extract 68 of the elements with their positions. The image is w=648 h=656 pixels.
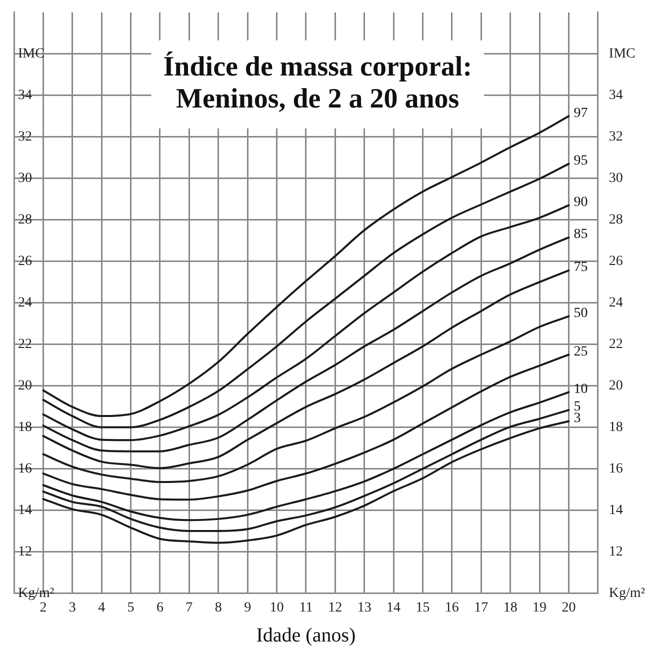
x-tick-label: 19 <box>532 600 547 616</box>
y2-tick-label: 18 <box>608 420 623 435</box>
y2-tick-label: 12 <box>608 544 623 560</box>
line-series <box>42 162 570 428</box>
x-tick-label: 8 <box>214 600 222 616</box>
line-series <box>42 391 570 522</box>
y-tick-label: IMC <box>18 46 44 62</box>
y-tick-label: 28 <box>18 212 32 228</box>
y2-tick-label: 32 <box>608 130 623 145</box>
y-tick-label: 12 <box>18 544 32 560</box>
y-tick-label: 16 <box>18 461 32 476</box>
x-tick-label: 6 <box>156 600 164 616</box>
y2-tick-label: 22 <box>608 336 623 352</box>
x-tick-label: 14 <box>386 600 401 616</box>
series-label: 90 <box>574 194 588 210</box>
y-tick-label: 20 <box>18 378 32 394</box>
x-tick-label: 9 <box>244 600 252 616</box>
x-tick-label: 4 <box>98 600 106 616</box>
line-series <box>42 409 570 532</box>
x-tick-label: 18 <box>503 600 518 616</box>
y2-tick-label: 24 <box>608 295 623 310</box>
text: Índice de massa corporal: Meninos, de 2 a 20 anos <box>163 50 472 115</box>
y-tick-label: 30 <box>18 171 32 186</box>
y2-tick-label: 16 <box>608 461 623 476</box>
series-label: 85 <box>574 227 588 242</box>
line-series <box>42 354 570 501</box>
y-tick-label: 22 <box>18 336 32 352</box>
y2-tick-label: IMC <box>608 46 636 62</box>
line-series <box>42 115 570 418</box>
y-tick-label: 34 <box>18 88 32 104</box>
y2-tick-label: Kg/m² <box>608 586 646 601</box>
y2-tick-label: 30 <box>608 171 623 186</box>
y2-tick-label: 20 <box>608 378 623 394</box>
series-label: 75 <box>574 260 588 276</box>
series-label: 10 <box>574 382 588 397</box>
y-tick-label: 24 <box>18 295 32 310</box>
x-axis-title: Idade (anos) <box>256 624 356 646</box>
line-series <box>42 315 570 484</box>
y-tick-label: Kg/m² <box>18 586 54 601</box>
y-tick-label: 32 <box>18 130 32 145</box>
x-tick-label: 11 <box>299 600 313 616</box>
line-series <box>42 269 570 470</box>
y2-tick-label: 26 <box>608 254 623 269</box>
x-tick-label: 15 <box>416 600 430 616</box>
line-series <box>42 236 570 452</box>
x-tick-label: 5 <box>127 600 134 616</box>
line-series <box>42 204 570 442</box>
x-tick-label: 10 <box>270 600 284 616</box>
y-tick-label: 18 <box>18 420 32 435</box>
y-tick-label: 26 <box>18 254 32 269</box>
x-tick-label: 12 <box>328 600 342 616</box>
y2-tick-label: 34 <box>608 88 623 104</box>
series-label: 25 <box>574 344 588 360</box>
series-label: 50 <box>574 306 588 321</box>
x-tick-label: 17 <box>474 600 488 616</box>
series-label: 95 <box>574 153 588 168</box>
x-tick-label: 13 <box>357 600 372 616</box>
y2-tick-label: 14 <box>608 502 623 518</box>
y-tick-label: 14 <box>18 502 32 518</box>
series-label: 3 <box>574 410 581 426</box>
line-series <box>42 420 570 544</box>
x-tick-label: 7 <box>186 600 193 616</box>
x-tick-label: 20 <box>562 600 576 616</box>
series-label: 97 <box>574 106 588 121</box>
x-tick-label: 2 <box>40 600 47 616</box>
x-tick-label: 16 <box>444 600 459 616</box>
y2-tick-label: 28 <box>608 212 623 228</box>
x-tick-label: 3 <box>68 600 76 616</box>
